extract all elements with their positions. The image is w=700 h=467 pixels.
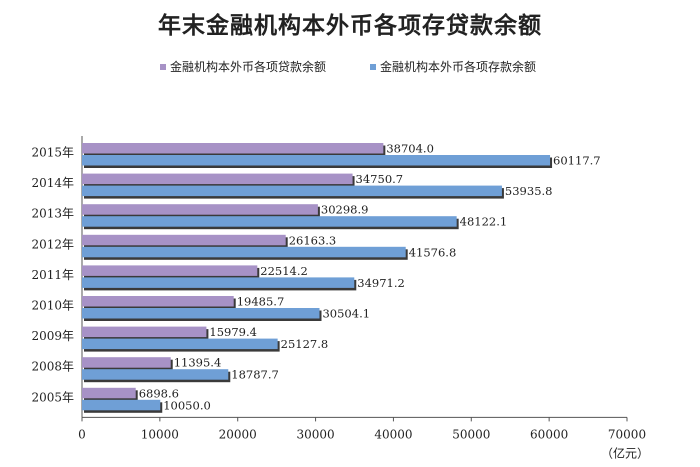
x-tick-label: 70000 [608,427,646,441]
x-tick-label: 50000 [452,427,490,441]
data-label: 34750.7 [356,172,404,186]
category-label: 2008年 [31,360,74,374]
category-label: 2015年 [31,146,74,160]
bar [82,338,278,350]
legend-item-loans: 金融机构本外币各项贷款余额 [160,58,326,75]
legend-swatch-loans [160,64,166,70]
x-tick-label: 10000 [141,427,179,441]
data-label: 48122.1 [460,215,508,229]
data-label: 11395.4 [174,356,222,370]
data-label: 60117.7 [553,154,601,168]
data-label: 34971.2 [357,276,405,290]
data-label: 19485.7 [237,295,285,309]
data-label: 15979.4 [209,325,257,339]
bar [82,399,161,411]
data-label: 30504.1 [322,307,370,321]
data-label: 30298.9 [321,203,369,217]
legend: 金融机构本外币各项贷款余额 金融机构本外币各项存款余额 [0,58,700,76]
bar [82,234,286,246]
data-label: 22514.2 [260,264,308,278]
category-label: 2005年 [31,390,74,404]
bar [82,369,229,380]
bar [82,143,384,154]
bar [82,296,234,307]
data-label: 26163.3 [289,233,337,247]
category-label: 2013年 [31,207,74,221]
category-label: 2012年 [31,237,74,251]
category-label: 2011年 [31,268,74,282]
bar [82,173,353,185]
legend-item-deposits: 金融机构本外币各项存款余额 [370,58,536,75]
data-label: 18787.7 [231,368,279,382]
bar [82,265,258,276]
bar [82,185,502,197]
category-label: 2009年 [31,329,74,343]
data-label: 6898.6 [139,386,179,400]
x-tick-label: 60000 [530,427,568,441]
data-label: 10050.0 [163,398,211,412]
category-label: 2014年 [31,176,74,190]
x-tick-label: 20000 [219,427,257,441]
category-label: 2010年 [31,299,74,313]
bar [82,357,171,368]
bar [82,155,551,166]
unit-label: （亿元） [601,445,649,460]
legend-swatch-deposits [370,64,376,70]
data-label: 25127.8 [281,337,329,351]
bar [82,326,207,338]
bar [82,204,318,215]
bar [82,277,355,288]
bar [82,387,136,399]
chart-title: 年末金融机构本外币各项存贷款余额 [158,12,542,39]
legend-label-loans: 金融机构本外币各项贷款余额 [170,60,327,74]
data-label: 38704.0 [386,142,434,156]
bar [82,308,320,319]
data-label: 41576.8 [409,245,457,259]
x-tick-label: 30000 [296,427,334,441]
data-label: 53935.8 [505,184,553,198]
bar [82,246,406,258]
bar [82,216,457,227]
x-tick-label: 40000 [374,427,412,441]
legend-label-deposits: 金融机构本外币各项存款余额 [380,60,537,74]
x-tick-label: 0 [78,427,86,441]
